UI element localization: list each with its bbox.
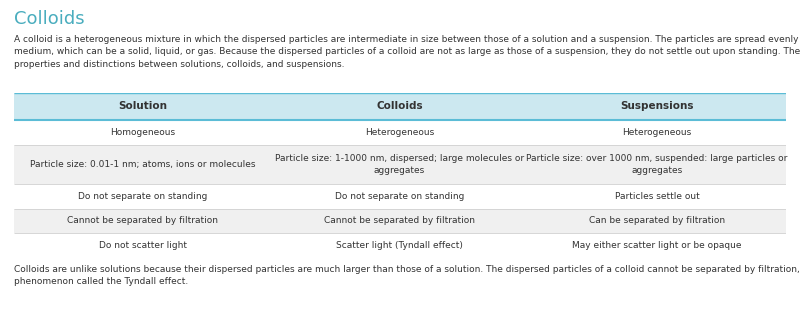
Bar — [528, 184, 786, 209]
Text: Particle size: 0.01-1 nm; atoms, ions or molecules: Particle size: 0.01-1 nm; atoms, ions or… — [30, 160, 255, 169]
Text: Do not separate on standing: Do not separate on standing — [335, 192, 464, 201]
Text: Cannot be separated by filtration: Cannot be separated by filtration — [67, 216, 218, 226]
Text: Do not scatter light: Do not scatter light — [98, 241, 186, 250]
Bar — [14, 233, 271, 258]
Bar — [528, 93, 786, 120]
Text: Particle size: 1-1000 nm, dispersed; large molecules or
aggregates: Particle size: 1-1000 nm, dispersed; lar… — [275, 154, 524, 174]
Text: Scatter light (Tyndall effect): Scatter light (Tyndall effect) — [336, 241, 463, 250]
Bar — [528, 145, 786, 184]
Text: Can be separated by filtration: Can be separated by filtration — [589, 216, 725, 226]
Bar — [271, 145, 528, 184]
Bar — [14, 145, 271, 184]
Bar — [14, 93, 271, 120]
Bar — [528, 209, 786, 233]
Text: Homogeneous: Homogeneous — [110, 128, 175, 137]
Bar — [14, 184, 271, 209]
Text: Particle size: over 1000 nm, suspended: large particles or
aggregates: Particle size: over 1000 nm, suspended: … — [526, 154, 788, 174]
Bar — [271, 233, 528, 258]
Text: Colloids: Colloids — [14, 10, 85, 28]
Bar — [14, 120, 271, 145]
Bar — [271, 209, 528, 233]
Text: Heterogeneous: Heterogeneous — [365, 128, 434, 137]
Bar — [14, 209, 271, 233]
Bar — [528, 233, 786, 258]
Text: A colloid is a heterogeneous mixture in which the dispersed particles are interm: A colloid is a heterogeneous mixture in … — [14, 35, 800, 69]
Text: Heterogeneous: Heterogeneous — [622, 128, 692, 137]
Text: Colloids: Colloids — [376, 101, 423, 111]
Text: Do not separate on standing: Do not separate on standing — [78, 192, 207, 201]
Text: Suspensions: Suspensions — [620, 101, 694, 111]
Text: Solution: Solution — [118, 101, 167, 111]
Text: May either scatter light or be opaque: May either scatter light or be opaque — [572, 241, 742, 250]
Bar — [528, 120, 786, 145]
Bar — [271, 184, 528, 209]
Text: Colloids are unlike solutions because their dispersed particles are much larger : Colloids are unlike solutions because th… — [14, 265, 800, 286]
Text: Cannot be separated by filtration: Cannot be separated by filtration — [324, 216, 475, 226]
Text: Particles settle out: Particles settle out — [614, 192, 699, 201]
Bar — [271, 120, 528, 145]
Bar — [271, 93, 528, 120]
